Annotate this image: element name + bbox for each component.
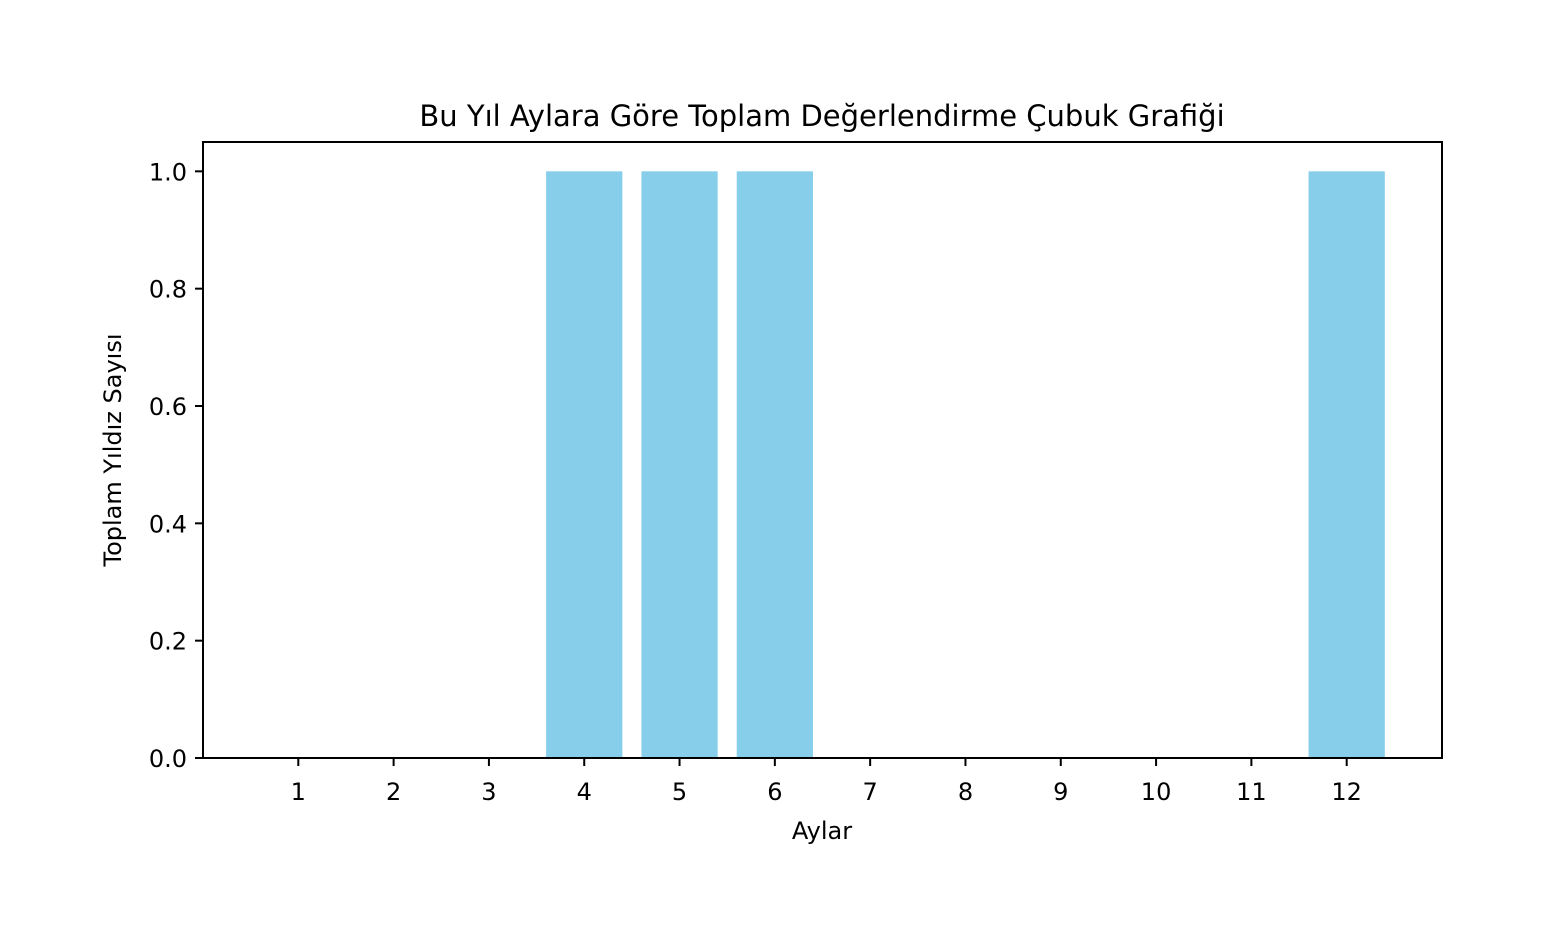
y-tick-label: 0.2	[149, 628, 187, 656]
x-tick-label: 2	[386, 778, 401, 806]
y-tick-label: 1.0	[149, 158, 187, 186]
bar-month-12	[1308, 171, 1385, 759]
plot-frame	[202, 141, 1443, 759]
x-tick-label: 4	[577, 778, 592, 806]
bar-month-6	[736, 171, 813, 759]
x-axis-label: Aylar	[792, 817, 852, 845]
x-tick-label: 5	[672, 778, 687, 806]
y-tick-label: 0.8	[149, 276, 187, 304]
x-axis-ticks: 1 2 3 4 5 6 7 8 9 10 11 12	[291, 758, 1362, 806]
y-tick-label: 0.0	[149, 745, 187, 773]
bar-month-4	[546, 171, 623, 759]
y-axis-ticks: 0.0 0.2 0.4 0.6 0.8 1.0	[149, 158, 203, 773]
x-tick-label: 11	[1236, 778, 1267, 806]
y-tick-label: 0.4	[149, 510, 187, 538]
x-tick-label: 1	[291, 778, 306, 806]
bar-month-5	[641, 171, 718, 759]
x-tick-label: 12	[1331, 778, 1362, 806]
x-tick-label: 6	[767, 778, 782, 806]
x-tick-label: 10	[1141, 778, 1172, 806]
x-tick-label: 9	[1053, 778, 1068, 806]
y-axis-label: Toplam Yıldız Sayısı	[99, 334, 127, 568]
x-tick-label: 7	[863, 778, 878, 806]
x-tick-label: 3	[481, 778, 496, 806]
y-tick-label: 0.6	[149, 393, 187, 421]
chart-title: Bu Yıl Aylara Göre Toplam Değerlendirme …	[419, 99, 1224, 133]
bars-group	[546, 171, 1385, 759]
x-tick-label: 8	[958, 778, 973, 806]
